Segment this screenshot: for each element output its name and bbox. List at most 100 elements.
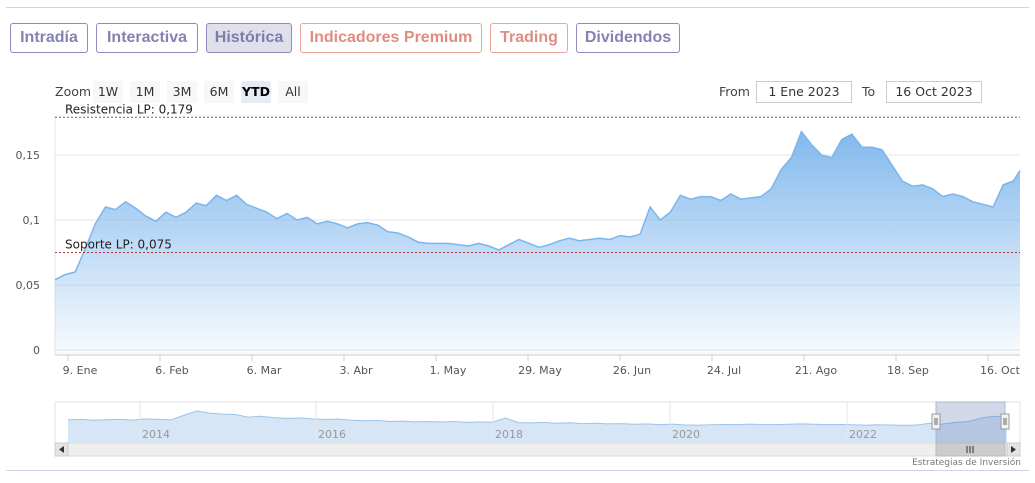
data-point[interactable]	[679, 194, 681, 196]
data-point[interactable]	[962, 195, 964, 197]
data-point[interactable]	[427, 242, 429, 244]
data-point[interactable]	[538, 246, 540, 248]
data-point[interactable]	[185, 211, 187, 213]
data-point[interactable]	[780, 168, 782, 170]
tab-trading[interactable]: Trading	[490, 23, 568, 53]
data-point[interactable]	[417, 241, 419, 243]
data-point[interactable]	[609, 238, 611, 240]
data-point[interactable]	[901, 180, 903, 182]
data-point[interactable]	[488, 245, 490, 247]
zoom-button-all[interactable]: All	[278, 81, 308, 103]
data-point[interactable]	[467, 245, 469, 247]
data-point[interactable]	[820, 154, 822, 156]
data-point[interactable]	[881, 149, 883, 151]
tab-historica[interactable]: Histórica	[206, 23, 292, 53]
data-point[interactable]	[447, 242, 449, 244]
data-point[interactable]	[367, 221, 369, 223]
data-point[interactable]	[669, 211, 671, 213]
data-point[interactable]	[397, 232, 399, 234]
tab-interactiva[interactable]: Interactiva	[96, 23, 198, 53]
data-point[interactable]	[215, 194, 217, 196]
data-point[interactable]	[124, 201, 126, 203]
data-point[interactable]	[891, 164, 893, 166]
data-point[interactable]	[195, 202, 197, 204]
data-point[interactable]	[74, 271, 76, 273]
data-point[interactable]	[457, 244, 459, 246]
data-point[interactable]	[104, 206, 106, 208]
zoom-button-ytd[interactable]: YTD	[241, 81, 271, 103]
data-point[interactable]	[437, 242, 439, 244]
data-point[interactable]	[750, 197, 752, 199]
data-point[interactable]	[699, 195, 701, 197]
data-point[interactable]	[266, 211, 268, 213]
data-point[interactable]	[831, 156, 833, 158]
data-point[interactable]	[720, 199, 722, 201]
data-point[interactable]	[155, 220, 157, 222]
data-point[interactable]	[498, 249, 500, 251]
data-point[interactable]	[528, 242, 530, 244]
data-point[interactable]	[54, 279, 56, 281]
data-point[interactable]	[982, 203, 984, 205]
data-point[interactable]	[276, 218, 278, 220]
data-point[interactable]	[306, 216, 308, 218]
data-point[interactable]	[568, 237, 570, 239]
data-point[interactable]	[689, 198, 691, 200]
data-point[interactable]	[336, 223, 338, 225]
data-point[interactable]	[478, 242, 480, 244]
navigator[interactable]: 2014 2016 2018 2020 2022	[54, 401, 1021, 457]
data-point[interactable]	[246, 203, 248, 205]
data-point[interactable]	[346, 227, 348, 229]
tab-dividendos[interactable]: Dividendos	[576, 23, 680, 53]
data-point[interactable]	[810, 143, 812, 145]
data-point[interactable]	[205, 205, 207, 207]
data-point[interactable]	[851, 133, 853, 135]
data-point[interactable]	[1019, 169, 1021, 171]
data-point[interactable]	[296, 219, 298, 221]
data-point[interactable]	[931, 188, 933, 190]
data-point[interactable]	[1002, 184, 1004, 186]
data-point[interactable]	[548, 244, 550, 246]
data-point[interactable]	[770, 188, 772, 190]
data-point[interactable]	[972, 201, 974, 203]
data-point[interactable]	[800, 130, 802, 132]
data-point[interactable]	[921, 184, 923, 186]
tab-intradia[interactable]: Intradía	[10, 23, 88, 53]
data-point[interactable]	[145, 215, 147, 217]
data-point[interactable]	[649, 206, 651, 208]
data-point[interactable]	[387, 231, 389, 233]
data-point[interactable]	[1012, 180, 1014, 182]
data-point[interactable]	[377, 224, 379, 226]
zoom-button-1w[interactable]: 1W	[93, 81, 123, 103]
data-point[interactable]	[730, 193, 732, 195]
data-point[interactable]	[629, 236, 631, 238]
data-point[interactable]	[588, 238, 590, 240]
data-point[interactable]	[175, 216, 177, 218]
data-point[interactable]	[235, 194, 237, 196]
data-point[interactable]	[992, 206, 994, 208]
data-point[interactable]	[114, 208, 116, 210]
scrollbar-track[interactable]	[54, 442, 1021, 457]
data-point[interactable]	[740, 198, 742, 200]
navigator-handle-left[interactable]	[931, 413, 941, 430]
data-point[interactable]	[316, 223, 318, 225]
data-point[interactable]	[286, 212, 288, 214]
zoom-button-6m[interactable]: 6M	[204, 81, 234, 103]
data-point[interactable]	[952, 193, 954, 195]
data-point[interactable]	[760, 195, 762, 197]
data-point[interactable]	[911, 185, 913, 187]
navigator-selection[interactable]	[935, 401, 1006, 444]
data-point[interactable]	[790, 156, 792, 158]
data-point[interactable]	[256, 207, 258, 209]
data-point[interactable]	[518, 238, 520, 240]
data-point[interactable]	[356, 223, 358, 225]
data-point[interactable]	[326, 220, 328, 222]
data-point[interactable]	[871, 146, 873, 148]
from-date-input[interactable]: 1 Ene 2023	[756, 81, 852, 103]
data-point[interactable]	[135, 207, 137, 209]
to-date-input[interactable]: 16 Oct 2023	[886, 81, 982, 103]
data-point[interactable]	[165, 211, 167, 213]
data-point[interactable]	[619, 234, 621, 236]
data-point[interactable]	[578, 240, 580, 242]
navigator-handle-right[interactable]	[1000, 413, 1010, 430]
data-point[interactable]	[558, 240, 560, 242]
